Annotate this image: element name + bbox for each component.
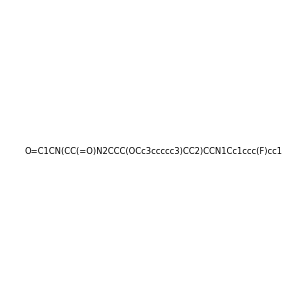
Text: O=C1CN(CC(=O)N2CCC(OCc3ccccc3)CC2)CCN1Cc1ccc(F)cc1: O=C1CN(CC(=O)N2CCC(OCc3ccccc3)CC2)CCN1Cc… — [25, 147, 283, 156]
